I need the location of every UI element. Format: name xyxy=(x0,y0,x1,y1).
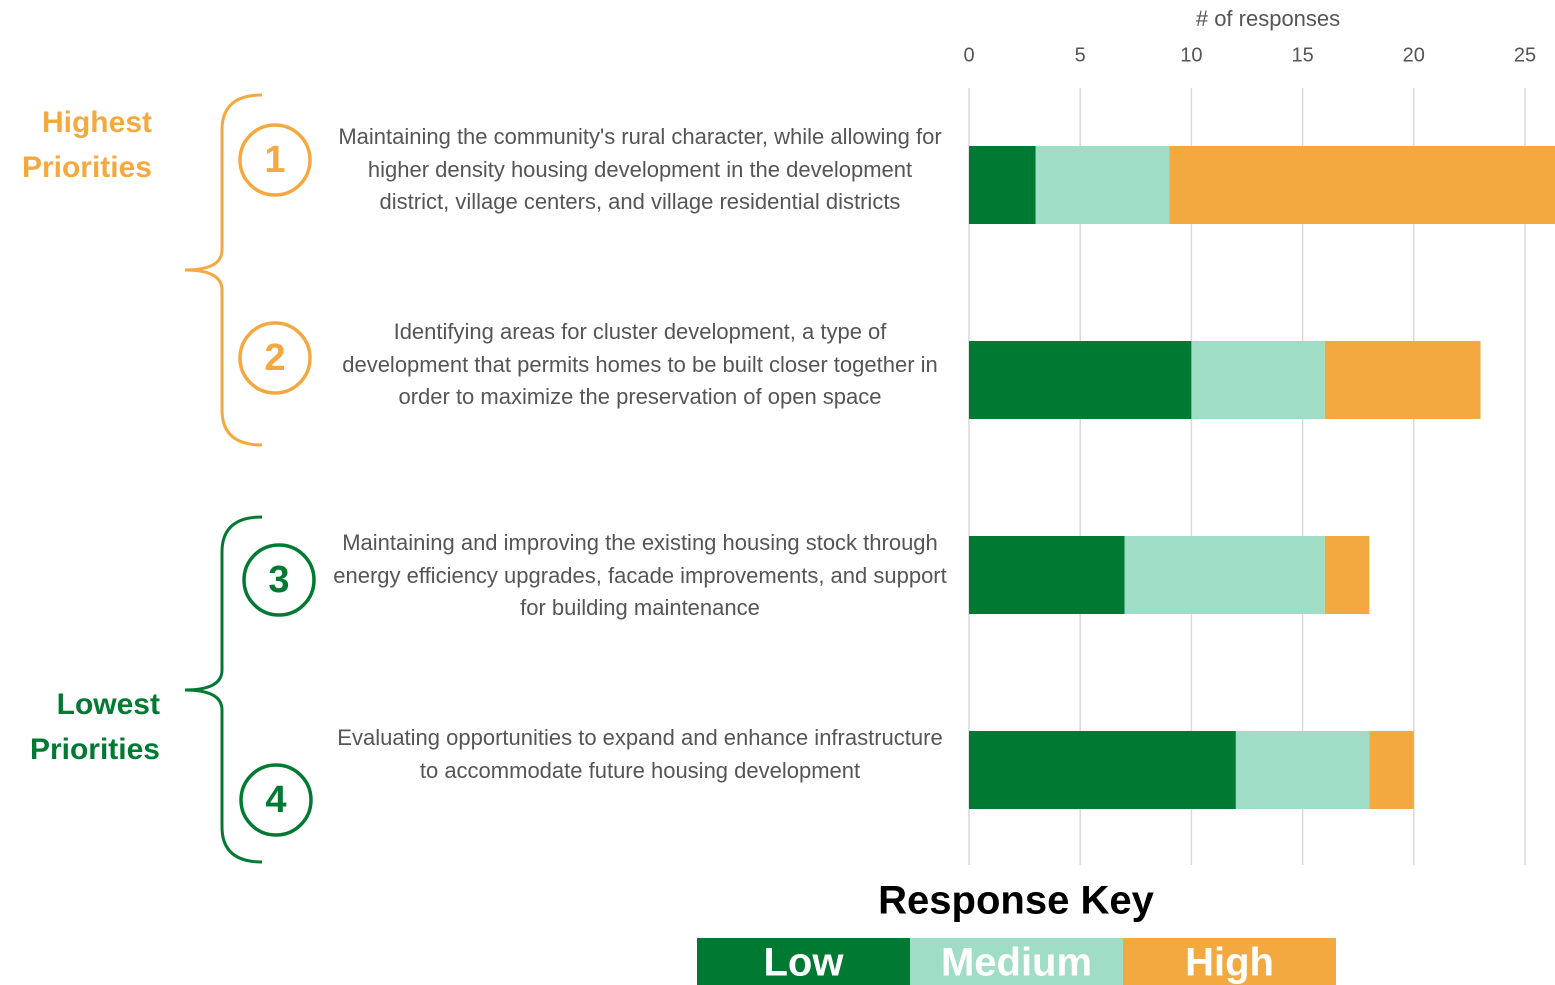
category-label: Evaluating opportunities to expand and e… xyxy=(337,725,943,783)
rank-number: 4 xyxy=(265,779,286,821)
category-label: Identifying areas for cluster developmen… xyxy=(342,319,938,409)
brace-highest xyxy=(184,93,263,447)
bar-segment xyxy=(969,731,1236,809)
rank-circle xyxy=(242,543,316,617)
bar-segment xyxy=(969,536,1125,614)
bar-segment xyxy=(1324,341,1481,419)
x-tick-label: 10 xyxy=(1180,44,1202,66)
category-label: Maintaining the community's rural charac… xyxy=(338,124,942,214)
bar-segment xyxy=(1235,731,1370,809)
rank-circle xyxy=(238,123,312,197)
group-label: Highest Priorities xyxy=(21,106,152,184)
bar-segment xyxy=(1169,146,1555,224)
bar-segment xyxy=(1124,536,1325,614)
x-tick-label: 0 xyxy=(963,44,974,66)
legend-swatch xyxy=(1123,938,1336,985)
bars xyxy=(969,146,1555,809)
bar-segment xyxy=(1035,146,1170,224)
bar-segment xyxy=(1191,341,1325,419)
bar-segment xyxy=(969,341,1192,419)
x-tick-label: 5 xyxy=(1075,44,1086,66)
rank-number: 1 xyxy=(264,139,285,181)
x-tick-label: 15 xyxy=(1291,44,1313,66)
legend-swatch xyxy=(910,938,1123,985)
bar-segment xyxy=(1324,536,1370,614)
bar-segment xyxy=(969,146,1036,224)
legend-label: High xyxy=(1185,941,1274,985)
rank-circle xyxy=(239,763,313,837)
category-label: Maintaining and improving the existing h… xyxy=(333,530,947,620)
legend-label: Low xyxy=(764,941,845,985)
brace-lowest xyxy=(184,515,263,864)
group-label: Lowest Priorities xyxy=(29,688,160,766)
legend-title: Response Key xyxy=(878,879,1154,923)
x-tick-label: 20 xyxy=(1403,44,1425,66)
rank-number: 3 xyxy=(268,559,289,601)
bar-segment xyxy=(1369,731,1414,809)
legend-label: Medium xyxy=(941,941,1092,985)
x-axis-label: # of responses xyxy=(1196,6,1340,31)
legend-swatch xyxy=(697,938,910,985)
rank-circle xyxy=(238,321,312,395)
rank-number: 2 xyxy=(264,337,285,379)
x-tick-label: 25 xyxy=(1514,44,1536,66)
